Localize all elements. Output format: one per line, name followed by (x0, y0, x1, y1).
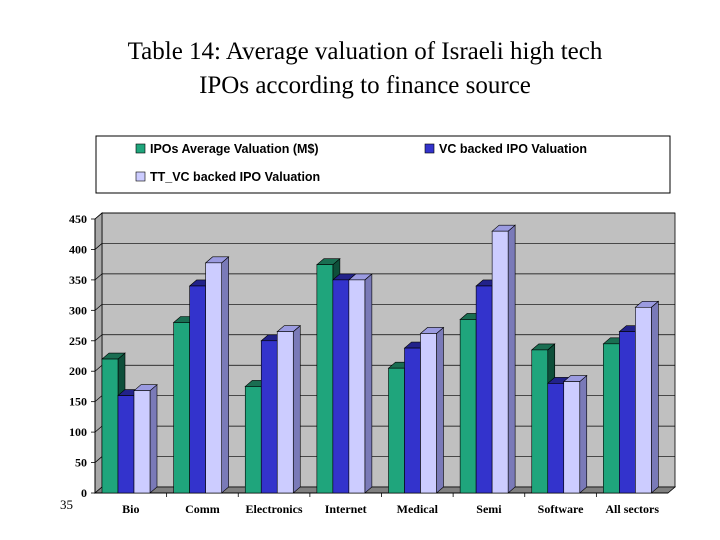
slide-title-line-1: Table 14: Average valuation of Israeli h… (127, 38, 603, 65)
bar-tt-vc-backed-ipo-valuation-software (562, 374, 588, 494)
bar-tt-vc-backed-ipo-valuation-semi (491, 224, 516, 494)
x-category-label: Internet (325, 502, 367, 516)
gridline-depth (94, 243, 103, 250)
x-category-label: All sectors (605, 502, 659, 516)
bar-side (149, 384, 158, 494)
x-category-label: Bio (122, 502, 139, 516)
y-tick-label: 250 (69, 334, 87, 348)
bar-side (292, 324, 301, 494)
gridline-depth (94, 425, 103, 433)
bar-side (436, 326, 444, 494)
bar-front (420, 333, 437, 494)
legend-swatch (424, 143, 435, 154)
bar-front (619, 331, 636, 494)
y-tick-label: 0 (81, 486, 87, 500)
bar-front (205, 262, 222, 494)
gridline-depth (94, 273, 103, 281)
bar-tt-vc-backed-ipo-valuation-internet (348, 273, 373, 494)
gridline-depth (94, 364, 103, 372)
x-category-label: Electronics (246, 502, 303, 516)
x-category-label: Software (538, 502, 584, 516)
x-category-label: Semi (476, 502, 502, 516)
bar-tt-vc-backed-ipo-valuation-bio (133, 384, 158, 494)
bar-front (348, 279, 366, 494)
bar-front (603, 343, 620, 494)
bar-front (260, 340, 278, 494)
y-tick-label: 450 (69, 212, 87, 226)
bar-side (364, 273, 373, 494)
plot-area: 0 50 100 150 200 250 300 350 400 450 Bio Comm Electr… (69, 212, 677, 516)
legend-swatch (135, 143, 146, 154)
x-category-label: Comm (185, 502, 220, 516)
y-tick-label: 150 (69, 395, 87, 409)
bar-front (173, 322, 190, 494)
gridline-depth (94, 456, 103, 463)
bar-side (651, 300, 659, 494)
legend-label: TT_VC backed IPO Valuation (150, 170, 320, 184)
bar-side (221, 256, 229, 494)
bar-front (276, 331, 294, 494)
bar-side (507, 224, 516, 494)
bar-tt-vc-backed-ipo-valuation-all-sectors (634, 300, 660, 494)
bar-front (332, 279, 350, 494)
y-tick-label: 100 (69, 425, 87, 439)
slide-title-line-2: IPOs according to finance source (199, 72, 531, 99)
side-wall (94, 212, 103, 494)
bar-front (244, 386, 262, 494)
bar-front (547, 383, 565, 494)
legend-label: VC backed IPO Valuation (439, 142, 587, 156)
y-tick-label: 350 (69, 273, 87, 287)
legend-swatch (135, 171, 146, 182)
bar-front (133, 390, 151, 494)
bar-tt-vc-backed-ipo-valuation-electronics (276, 324, 302, 494)
bar-front (459, 319, 477, 494)
bar-front (404, 347, 421, 494)
y-tick-label: 300 (69, 303, 87, 317)
bar-front (101, 358, 119, 494)
bar-front (475, 285, 493, 494)
bar-tt-vc-backed-ipo-valuation-comm (204, 256, 230, 494)
bar-tt-vc-backed-ipo-valuation-medical (419, 326, 445, 494)
gridline-depth (94, 304, 103, 311)
bar-front (563, 381, 581, 494)
bar-front (316, 264, 334, 494)
chart-legend: IPOs Average Valuation (M$) VC backed IPO… (95, 135, 671, 194)
y-tick-label: 200 (69, 364, 87, 378)
bar-front (388, 367, 405, 494)
gridline-depth (94, 395, 103, 402)
x-category-label: Medical (397, 502, 439, 516)
slide-number: 35 (60, 497, 73, 512)
legend-box (95, 135, 671, 194)
legend-label: IPOs Average Valuation (M$) (150, 142, 319, 156)
y-tick-label: 50 (75, 456, 87, 470)
gridline-depth (94, 212, 103, 220)
bar-front (635, 306, 652, 494)
bar-front (117, 395, 135, 494)
gridline-depth (94, 334, 103, 342)
bar-side (579, 374, 588, 494)
bar-front (491, 230, 509, 494)
bar-front (531, 349, 549, 494)
y-tick-label: 400 (69, 242, 87, 256)
bar-front (189, 285, 206, 494)
